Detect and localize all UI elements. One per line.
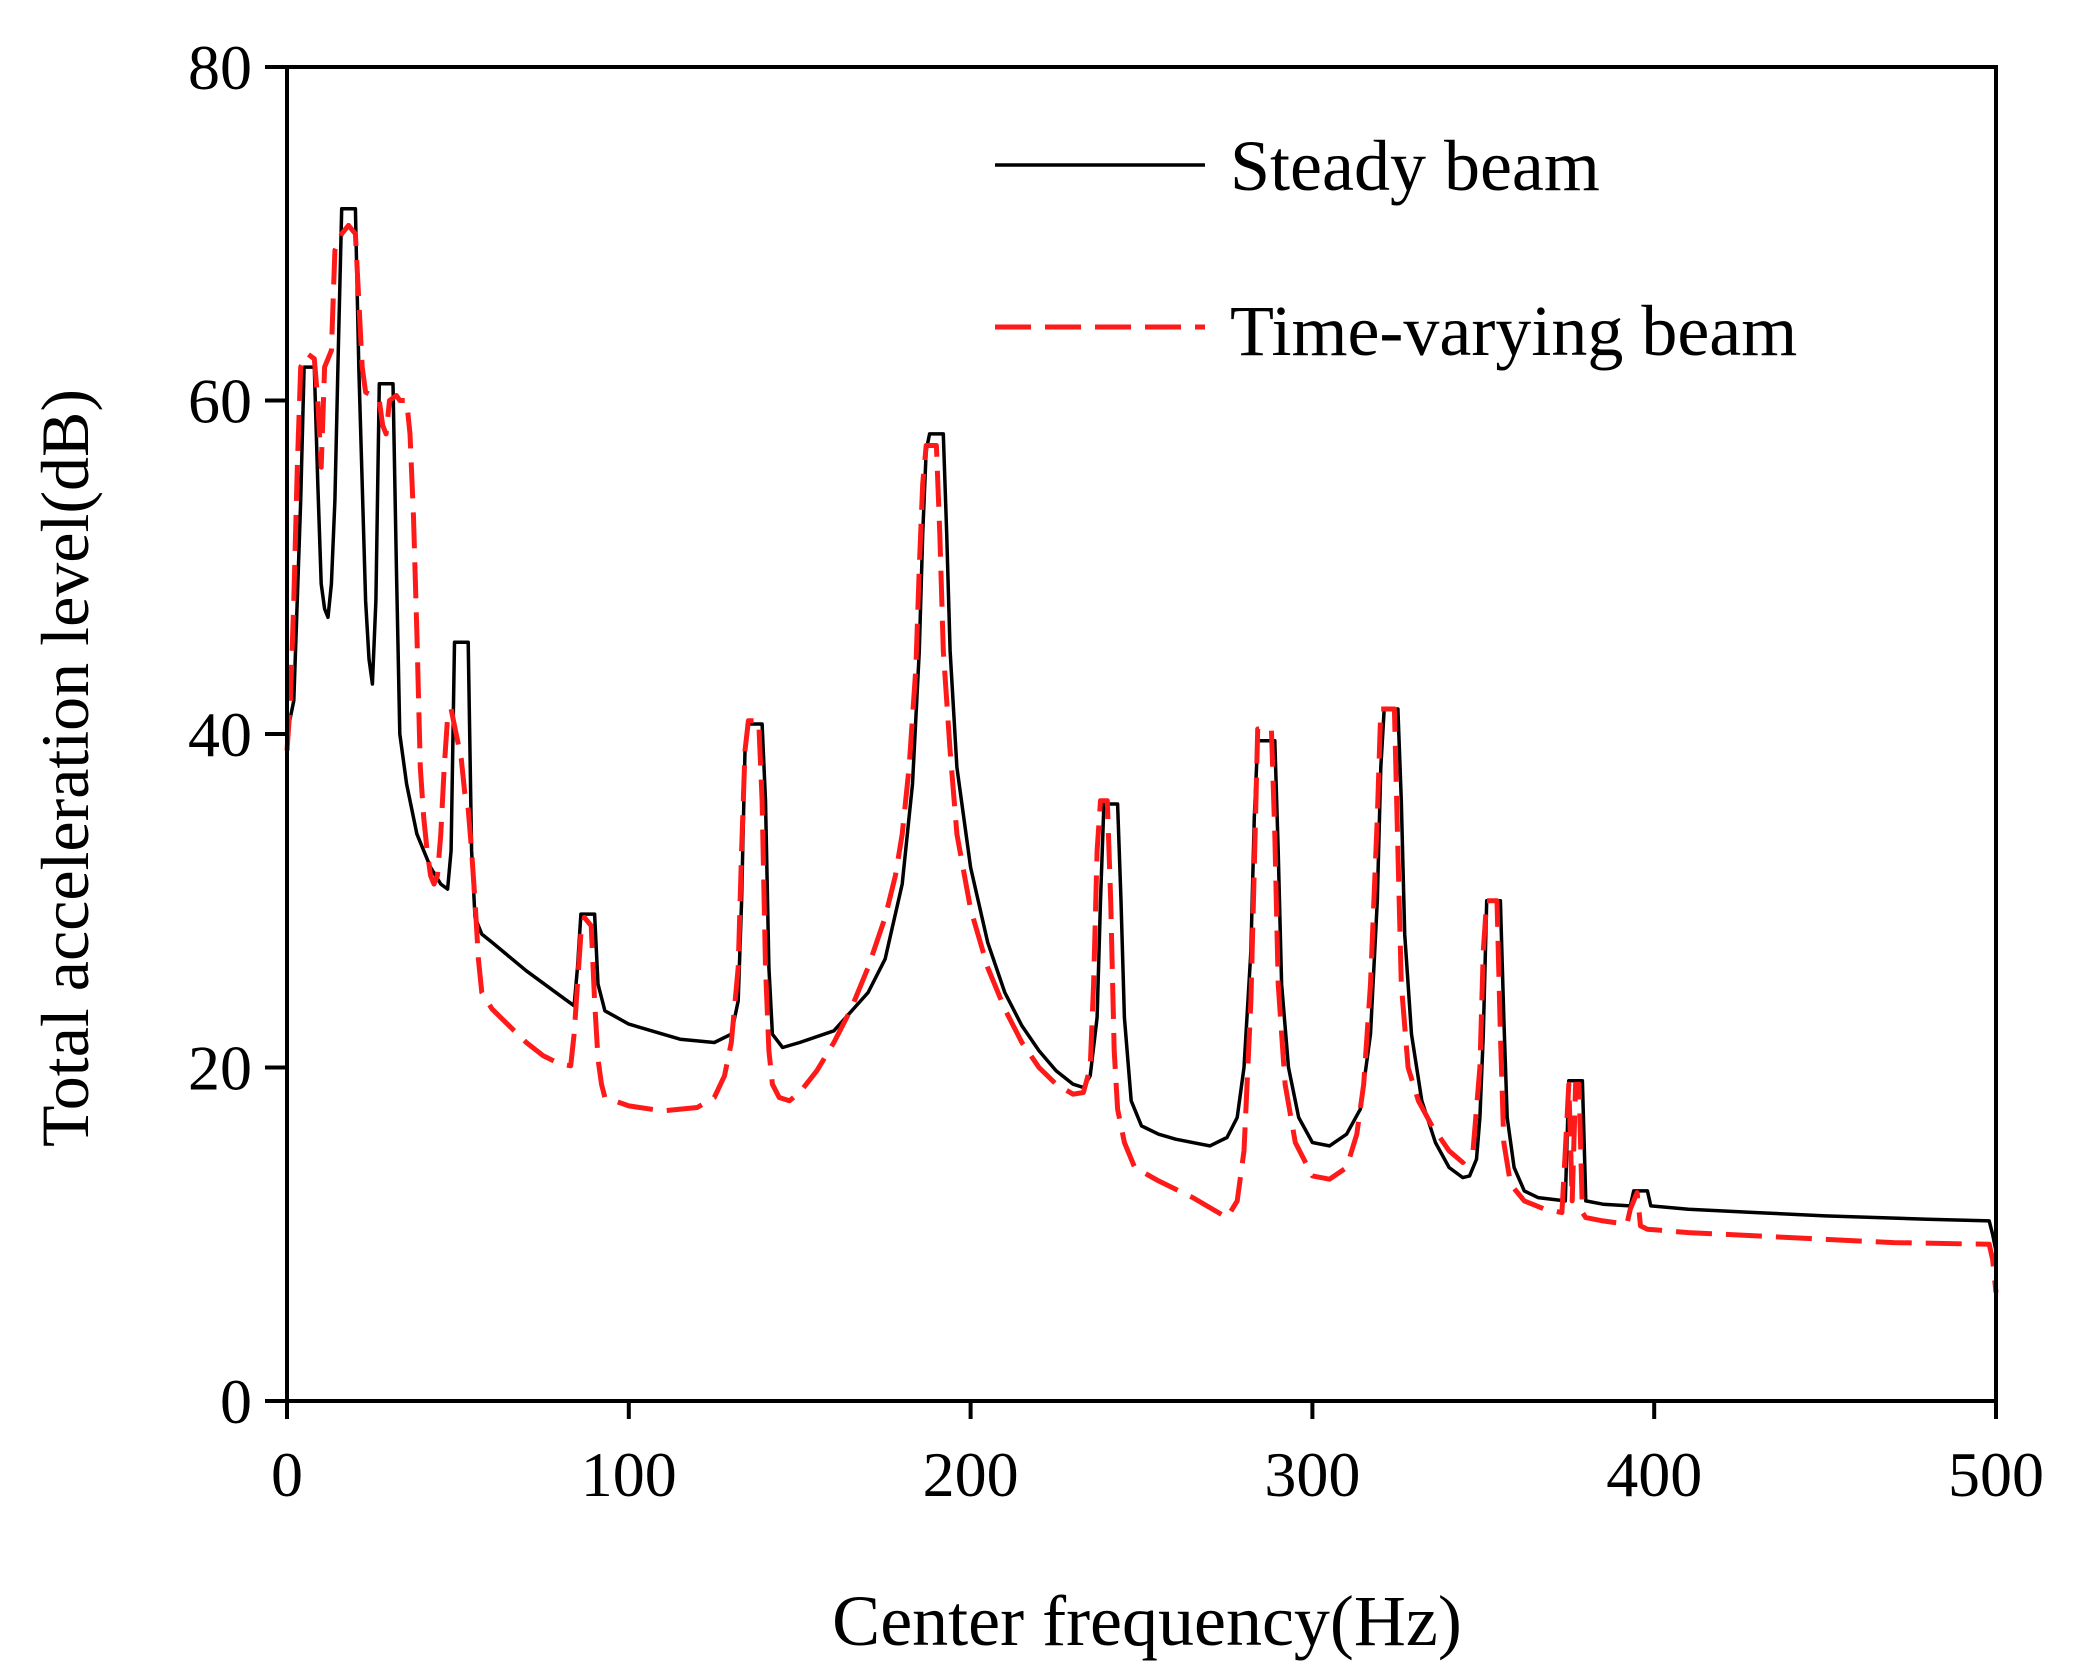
legend-label-steady-beam: Steady beam (1230, 126, 1600, 206)
y-tick-label: 20 (188, 1033, 252, 1104)
y-tick-label: 60 (188, 366, 252, 437)
y-axis-label: Total acceleration level(dB) (27, 389, 103, 1147)
legend: Steady beam Time-varying beam (995, 126, 1797, 371)
x-axis-label: Center frequency(Hz) (832, 1581, 1462, 1661)
x-tick-label: 300 (1264, 1439, 1360, 1510)
x-axis-ticks: 0 100 200 300 400 500 (271, 1401, 2044, 1510)
x-tick-label: 400 (1606, 1439, 1702, 1510)
x-tick-label: 500 (1948, 1439, 2044, 1510)
series-line-time-varying-beam (284, 222, 1999, 1293)
x-tick-label: 0 (271, 1439, 303, 1510)
y-tick-label: 0 (220, 1366, 252, 1437)
x-tick-label: 100 (581, 1439, 677, 1510)
y-tick-label: 80 (188, 32, 252, 103)
legend-label-time-varying-beam: Time-varying beam (1230, 291, 1797, 371)
y-axis-ticks: 0 20 40 60 80 (188, 32, 287, 1437)
plot-series (284, 206, 1999, 1293)
y-tick-label: 40 (188, 699, 252, 770)
x-tick-label: 200 (923, 1439, 1019, 1510)
